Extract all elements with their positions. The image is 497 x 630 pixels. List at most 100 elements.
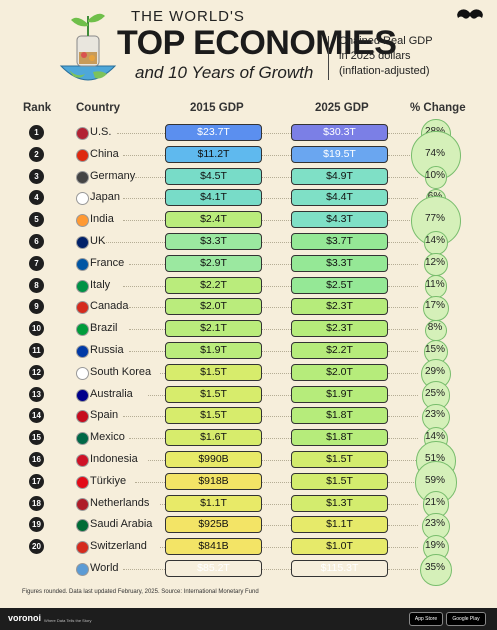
change-value: 77% <box>424 213 445 225</box>
note-line2: in 2025 dollars <box>339 50 411 62</box>
brand-tagline: Where Data Tells the Story <box>44 618 92 623</box>
gdp-2025-value: $2.0T <box>291 363 388 381</box>
rank-badge: 1 <box>29 125 44 140</box>
leader-dots <box>262 525 291 527</box>
gdp-2015-value: $925B <box>165 516 262 534</box>
gdp-2015-value: $2.0T <box>165 298 262 316</box>
change-value: 25% <box>424 387 445 399</box>
leader-dots <box>388 133 418 134</box>
flag-icon <box>76 236 89 249</box>
footnote: Figures rounded. Data last updated Febru… <box>22 589 259 595</box>
col-header-2015: 2015 GDP <box>190 102 244 114</box>
leader-dots <box>135 176 165 178</box>
leader-dots <box>388 438 418 440</box>
leader-dots <box>262 503 291 505</box>
google-play-button[interactable]: Google Play <box>446 612 486 626</box>
leader-dots <box>262 372 291 374</box>
table-row: 11 Russia $1.9T $2.2T 15% <box>0 339 497 365</box>
leader-dots <box>262 460 291 461</box>
gdp-2025-value: $1.8T <box>291 407 388 425</box>
rank-badge: 6 <box>29 234 44 249</box>
app-store-button[interactable]: App Store <box>409 612 443 626</box>
country-name: China <box>90 147 119 160</box>
gdp-2025-value: $1.5T <box>291 472 388 490</box>
flag-icon <box>76 345 89 358</box>
leader-dots <box>160 503 165 505</box>
leader-dots <box>262 220 291 222</box>
leader-dots <box>123 416 165 418</box>
change-value: 15% <box>424 344 445 355</box>
country-name: Spain <box>90 409 119 422</box>
country-name: Germany <box>90 169 136 182</box>
leader-dots <box>262 198 291 200</box>
leader-dots <box>104 242 165 243</box>
table-row: 8 Italy $2.2T $2.5T 11% <box>0 275 497 298</box>
country-name: Türkiye <box>90 474 127 487</box>
table-row: 9 Canada $2.0T $2.3T 17% <box>0 295 497 321</box>
leader-dots <box>388 525 418 527</box>
leader-dots <box>388 307 418 309</box>
gdp-2015-value: $1.6T <box>165 429 262 447</box>
change-value: 29% <box>424 365 445 377</box>
leader-dots <box>129 263 165 265</box>
country-name: Japan <box>90 191 120 204</box>
leader-dots <box>388 460 418 461</box>
change-value: 21% <box>424 496 445 508</box>
country-name: Canada <box>90 300 129 313</box>
col-header-rank: Rank <box>23 102 52 114</box>
gdp-2025-value: $1.0T <box>291 538 388 556</box>
brand-logo: voronoi <box>8 613 41 623</box>
leader-dots <box>388 154 418 156</box>
table-row: 14 Spain $1.5T $1.8T 23% <box>0 403 497 432</box>
gdp-2025-value: $3.3T <box>291 254 388 272</box>
country-name: World <box>90 562 119 574</box>
gdp-2025-value: $2.3T <box>291 320 388 338</box>
leader-dots <box>388 285 418 287</box>
page-title: TOP ECONOMIES <box>117 24 397 62</box>
leader-dots <box>388 394 418 396</box>
table-row: 12 South Korea $1.5T $2.0T 29% <box>0 358 497 389</box>
leader-dots <box>129 307 165 309</box>
country-name: Indonesia <box>90 453 138 465</box>
rank-badge: 19 <box>29 517 44 533</box>
table-row: 18 Netherlands $1.1T $1.3T 21% <box>0 491 497 518</box>
flag-icon <box>76 301 89 315</box>
gdp-2015-value: $85.2T <box>165 560 262 577</box>
header-note: Chained Real GDP in 2025 dollars (inflat… <box>339 34 433 79</box>
flag-icon <box>76 519 89 533</box>
leader-dots <box>116 133 165 134</box>
table-row: 5 India $2.4T $4.3T 77% <box>0 196 497 247</box>
change-value: 14% <box>424 235 445 246</box>
table-row: 10 Brazil $2.1T $2.3T 8% <box>0 318 497 341</box>
gdp-2025-value: $1.8T <box>291 429 388 447</box>
gdp-2015-value: $918B <box>165 472 262 490</box>
flag-icon <box>76 279 89 293</box>
leader-dots <box>262 133 291 134</box>
rank-badge: 2 <box>29 146 44 162</box>
rank-badge: 8 <box>29 277 44 293</box>
country-name: France <box>90 256 125 269</box>
gdp-2025-value: $1.5T <box>291 451 388 468</box>
leader-dots <box>388 503 418 505</box>
country-name: Brazil <box>90 322 118 335</box>
leader-dots <box>388 198 418 200</box>
gdp-2025-value: $1.3T <box>291 494 388 512</box>
leader-dots <box>262 307 291 309</box>
country-name: UK <box>90 235 106 247</box>
leader-dots <box>388 220 418 222</box>
gdp-2025-value: $2.3T <box>291 298 388 316</box>
footer-bar <box>0 608 497 630</box>
gdp-2015-value: $23.7T <box>165 124 262 141</box>
change-circle <box>422 512 450 541</box>
leader-dots <box>262 394 291 396</box>
leader-dots <box>262 329 291 331</box>
country-name: India <box>90 213 114 226</box>
table-row: 6 UK $3.3T $3.7T 14% <box>0 231 497 255</box>
leader-dots <box>388 351 418 352</box>
leader-dots <box>123 569 165 570</box>
leader-dots <box>388 569 418 570</box>
change-value: 11% <box>425 278 445 290</box>
change-value: 35% <box>424 562 445 573</box>
country-name: Switzerland <box>90 540 147 553</box>
